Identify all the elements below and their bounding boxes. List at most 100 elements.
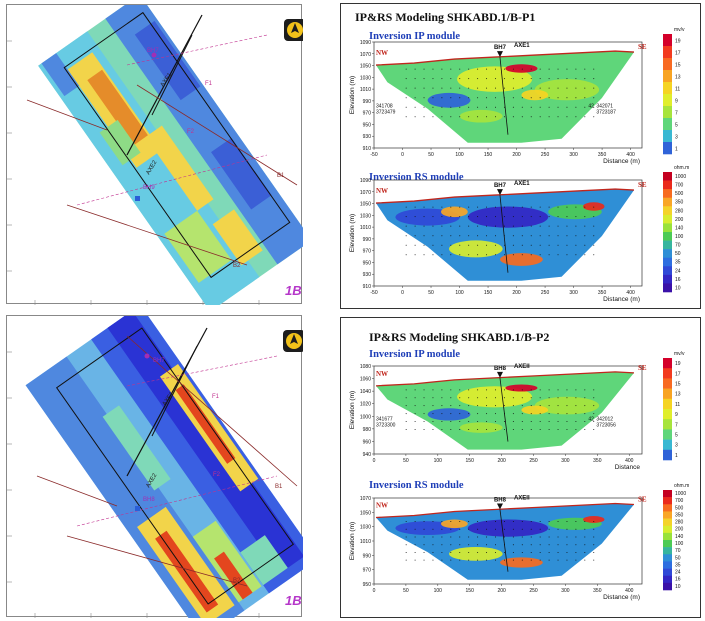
colorbar-swatch <box>663 94 672 107</box>
colorbar-swatch <box>663 561 672 569</box>
colorbar-label: 50 <box>675 555 681 561</box>
data-point <box>432 78 434 80</box>
b2-label: B2 <box>233 578 241 584</box>
data-point <box>423 413 425 415</box>
axe-label: AXEII <box>514 364 530 370</box>
data-point <box>512 68 514 70</box>
y-tick-label: 1090 <box>360 178 371 184</box>
colorbar-swatch <box>663 525 672 534</box>
data-point <box>414 254 416 256</box>
section-body <box>376 371 634 450</box>
data-point <box>557 544 559 546</box>
data-point <box>441 97 443 99</box>
x-axis-label: Distance (m) <box>603 296 640 303</box>
data-point <box>566 87 568 89</box>
data-point <box>450 216 452 218</box>
data-point <box>494 520 496 522</box>
data-point <box>548 536 550 538</box>
data-point <box>450 405 452 407</box>
data-point <box>539 216 541 218</box>
rs-plot: BH7 AXE1NWSE10901070105010301010990970950… <box>349 165 689 303</box>
colorbar-swatch <box>663 554 672 562</box>
profile-b2 <box>66 204 248 266</box>
data-point <box>557 206 559 208</box>
data-point <box>530 225 532 227</box>
data-point <box>432 551 434 553</box>
bh7-label: BH7 <box>153 358 165 364</box>
data-point <box>405 87 407 89</box>
data-point <box>459 97 461 99</box>
borehole-marker-icon <box>496 503 503 510</box>
data-point <box>575 78 577 80</box>
data-point <box>530 397 532 399</box>
data-point <box>530 544 532 546</box>
y-tick-label: 1070 <box>360 496 371 502</box>
anomaly-zone <box>449 547 503 561</box>
data-point <box>423 421 425 423</box>
data-point <box>512 206 514 208</box>
data-point <box>477 254 479 256</box>
data-point <box>566 235 568 237</box>
section-body <box>376 51 634 143</box>
data-point <box>468 254 470 256</box>
colorbar-label: 1 <box>675 453 678 459</box>
data-point <box>548 216 550 218</box>
anomaly-zone <box>534 79 600 101</box>
data-point <box>486 106 488 108</box>
data-point <box>494 225 496 227</box>
data-point <box>548 225 550 227</box>
data-point <box>450 254 452 256</box>
data-point <box>450 421 452 423</box>
colorbar-swatch <box>663 257 672 267</box>
data-point <box>450 68 452 70</box>
data-point <box>566 544 568 546</box>
data-point <box>441 225 443 227</box>
data-point <box>530 206 532 208</box>
data-point <box>486 559 488 561</box>
data-point <box>441 413 443 415</box>
map-bottom-survey <box>25 316 303 618</box>
data-point <box>548 206 550 208</box>
coord-left-x: 341708 <box>376 104 393 110</box>
data-point <box>441 244 443 246</box>
data-point <box>503 559 505 561</box>
data-point <box>584 421 586 423</box>
data-point <box>566 405 568 407</box>
data-point <box>539 544 541 546</box>
colorbar-label: 5 <box>675 122 678 128</box>
data-point <box>450 116 452 118</box>
data-point <box>432 397 434 399</box>
colorbar-label: 700 <box>675 498 684 504</box>
data-point <box>575 413 577 415</box>
data-point <box>414 106 416 108</box>
colorbar-swatch <box>663 419 672 430</box>
colorbar-label: 10 <box>675 584 681 590</box>
data-point <box>468 68 470 70</box>
data-point <box>450 528 452 530</box>
data-point <box>459 551 461 553</box>
data-point <box>575 87 577 89</box>
y-tick-label: 1040 <box>360 389 371 395</box>
data-point <box>503 68 505 70</box>
data-point <box>575 235 577 237</box>
y-tick-label: 1050 <box>360 510 371 516</box>
data-point <box>468 421 470 423</box>
data-point <box>521 528 523 530</box>
y-tick-label: 1010 <box>360 87 371 93</box>
data-point <box>512 116 514 118</box>
data-point <box>503 225 505 227</box>
data-point <box>521 87 523 89</box>
data-point <box>486 428 488 430</box>
data-point <box>512 528 514 530</box>
data-point <box>477 405 479 407</box>
data-point <box>423 87 425 89</box>
data-point <box>584 544 586 546</box>
data-point <box>486 405 488 407</box>
data-point <box>512 78 514 80</box>
data-point <box>486 551 488 553</box>
anomaly-zone <box>467 519 549 537</box>
coord-left-x: 341677 <box>376 417 393 423</box>
data-point <box>566 413 568 415</box>
colorbar-swatch <box>663 511 672 519</box>
borehole-line <box>499 57 509 135</box>
